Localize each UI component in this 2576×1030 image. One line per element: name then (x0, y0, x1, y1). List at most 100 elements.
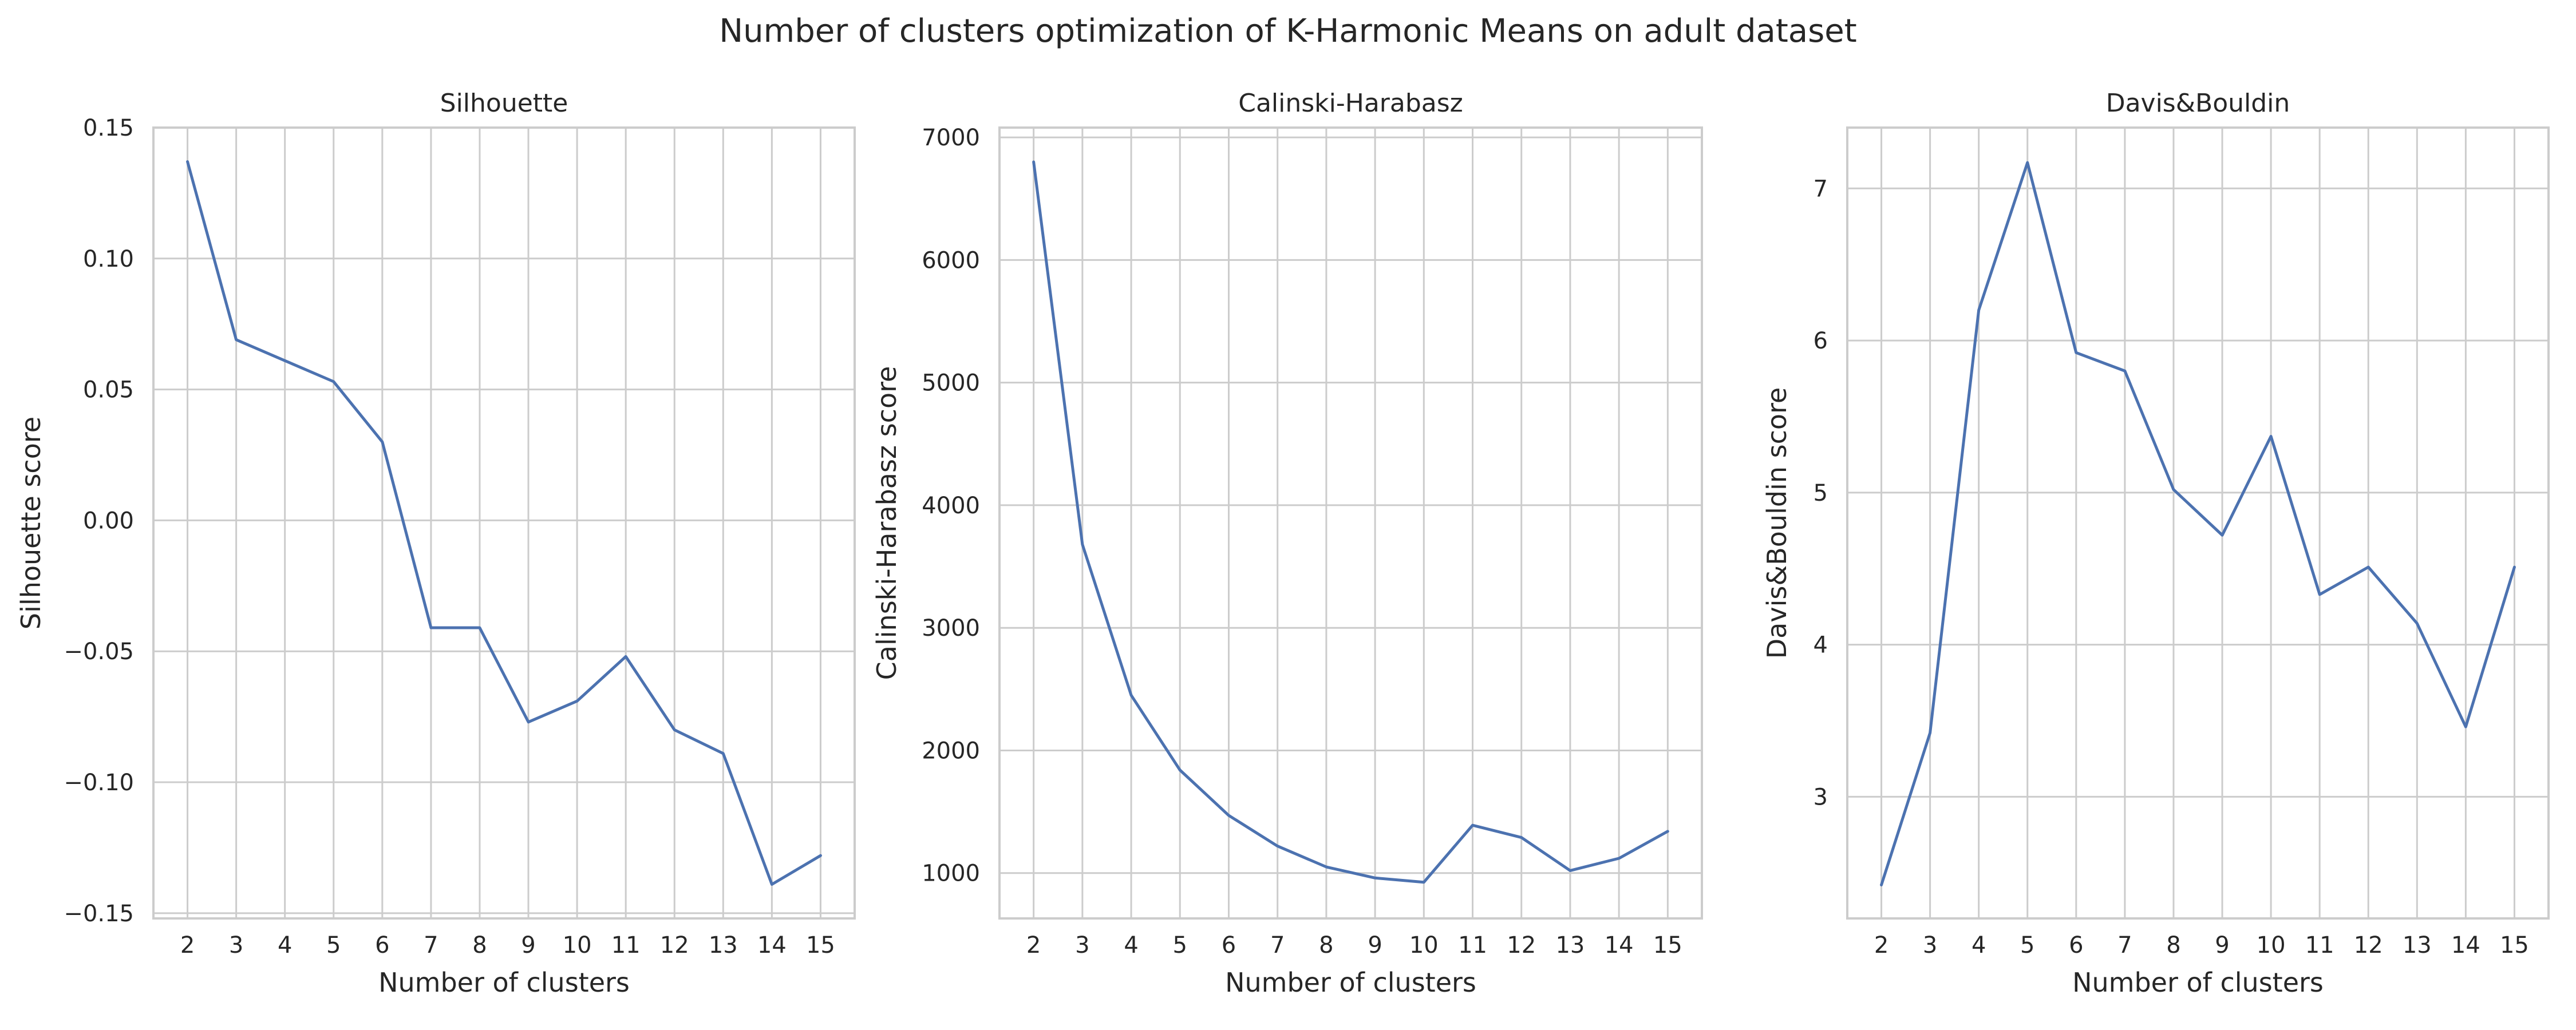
data-point (1977, 308, 1981, 312)
data-point (2366, 565, 2370, 569)
y-tick-label: 3000 (922, 615, 980, 641)
y-axis-label: Davis&Bouldin score (1761, 387, 1792, 659)
data-point (1520, 836, 1523, 839)
data-point (1666, 830, 1669, 833)
data-point (721, 752, 725, 755)
data-point (2123, 369, 2127, 373)
data-point (332, 380, 335, 383)
y-tick-label: 2000 (922, 738, 980, 764)
y-tick-label: 3 (1814, 784, 1828, 810)
panel-title: Calinski-Harabasz (1238, 89, 1463, 118)
x-tick-label: 9 (521, 932, 535, 958)
figure-title: Number of clusters optimization of K-Har… (719, 13, 1857, 50)
x-tick-label: 3 (1075, 932, 1089, 958)
data-point (283, 359, 287, 362)
data-point (2512, 565, 2516, 569)
x-tick-label: 12 (660, 932, 689, 958)
data-point (673, 728, 676, 732)
x-tick-label: 10 (2257, 932, 2286, 958)
x-tick-label: 14 (757, 932, 787, 958)
y-tick-label: 4 (1814, 632, 1828, 659)
x-tick-label: 6 (2069, 932, 2083, 958)
data-point (819, 854, 822, 857)
x-axis-label: Number of clusters (1225, 967, 1476, 998)
axes-frame (1846, 126, 2550, 920)
y-tick-label: 0.10 (83, 246, 134, 272)
x-tick-label: 7 (424, 932, 438, 958)
data-point (1568, 869, 1572, 872)
data-point (624, 655, 627, 658)
x-tick-label: 13 (2403, 932, 2432, 958)
x-tick-label: 5 (1173, 932, 1187, 958)
x-tick-label: 11 (611, 932, 641, 958)
y-tick-label: 0.00 (83, 508, 134, 534)
axes-frame (152, 126, 856, 920)
data-point (2172, 488, 2175, 492)
x-tick-label: 4 (278, 932, 292, 958)
x-tick-label: 13 (1555, 932, 1585, 958)
x-tick-label: 2 (1874, 932, 1888, 958)
data-point (1081, 542, 1084, 546)
data-point (186, 160, 189, 163)
data-point (1276, 845, 1279, 848)
data-point (1929, 731, 1932, 735)
data-point (770, 883, 773, 886)
x-tick-label: 8 (1319, 932, 1333, 958)
y-tick-label: 6 (1814, 328, 1828, 354)
panel-title: Silhouette (440, 89, 568, 118)
panel-title: Davis&Bouldin (2106, 89, 2290, 118)
x-tick-label: 10 (563, 932, 592, 958)
data-point (2221, 533, 2224, 537)
data-point (1373, 876, 1377, 880)
x-tick-label: 8 (2166, 932, 2180, 958)
x-tick-label: 9 (2215, 932, 2229, 958)
y-tick-label: 6000 (922, 247, 980, 274)
chart-panel-2: 2 3 4 5 6 7 8 9 10 11 12 13 14 15 1000 2000 3000 4000 5000… (871, 89, 1703, 998)
chart-panel-3: 2 3 4 5 6 7 8 9 10 11 12 13 14 15 3 4 5 6 7 Davis&Bouldin Nu… (1761, 89, 2550, 998)
x-tick-label: 12 (2354, 932, 2383, 958)
y-tick-label: 1000 (922, 861, 980, 887)
data-point (1227, 814, 1230, 817)
x-tick-label: 15 (806, 932, 835, 958)
y-tick-label: 4000 (922, 493, 980, 519)
x-tick-label: 3 (1923, 932, 1937, 958)
y-axis-label: Calinski-Harabasz score (871, 366, 902, 680)
x-axis-label: Number of clusters (378, 967, 630, 998)
y-tick-label: 0.05 (83, 377, 134, 403)
data-point (1617, 857, 1621, 860)
data-point (1032, 160, 1036, 164)
axes-frame (998, 126, 1703, 920)
y-tick-label: 0.15 (83, 115, 134, 141)
data-point (478, 626, 481, 629)
data-point (235, 338, 238, 342)
data-point (527, 720, 530, 724)
y-tick-label: 5 (1814, 480, 1828, 506)
data-point (1178, 768, 1182, 772)
x-tick-label: 6 (375, 932, 389, 958)
x-tick-label: 2 (180, 932, 195, 958)
data-point (1471, 823, 1475, 827)
data-point (381, 440, 384, 443)
x-tick-label: 8 (472, 932, 487, 958)
data-point (575, 699, 579, 703)
data-point (2464, 725, 2467, 728)
series-line (186, 160, 822, 886)
data-point (1422, 881, 1425, 884)
series-line (1880, 161, 2516, 887)
x-tick-label: 11 (2305, 932, 2334, 958)
y-tick-label: 7000 (922, 125, 980, 151)
y-tick-label: 5000 (922, 370, 980, 397)
data-point (429, 626, 433, 629)
x-tick-label: 10 (1409, 932, 1439, 958)
data-point (1325, 865, 1328, 869)
x-tick-label: 14 (1605, 932, 1634, 958)
x-tick-label: 5 (2020, 932, 2034, 958)
x-tick-label: 11 (1458, 932, 1487, 958)
x-axis-label: Number of clusters (2072, 967, 2324, 998)
chart-panel-1: 2 3 4 5 6 7 8 9 10 11 12 13 14 15 −0.15 −0.10 −0.05 0.00 0… (15, 89, 856, 998)
x-tick-label: 9 (1368, 932, 1382, 958)
data-point (2026, 161, 2029, 164)
x-tick-label: 2 (1026, 932, 1041, 958)
y-tick-label: 7 (1814, 176, 1828, 202)
